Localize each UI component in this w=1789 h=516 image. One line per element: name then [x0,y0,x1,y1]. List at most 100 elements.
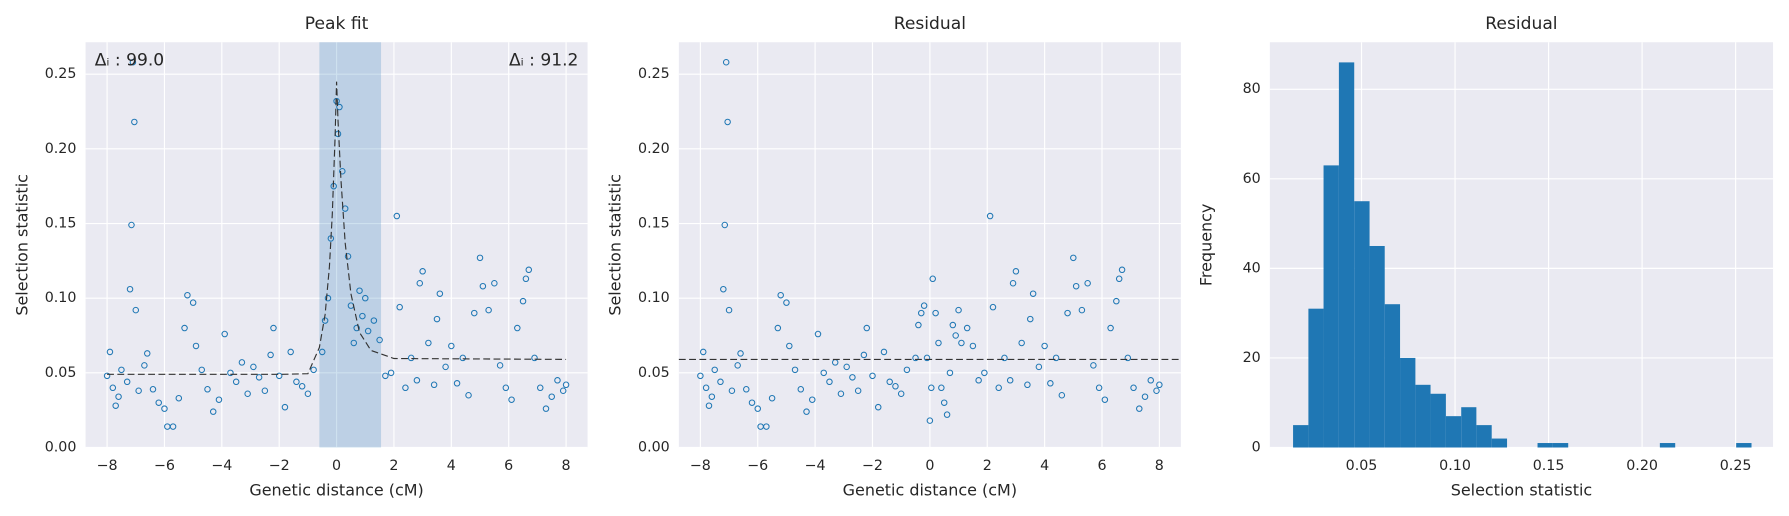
y-tick-label: 0.00 [638,440,670,456]
x-axis-label: Genetic distance (cM) [249,480,423,499]
point [791,366,799,374]
point [774,324,782,332]
annotation: Δᵢ : 91.2 [509,51,578,71]
point [376,336,383,344]
point [915,321,922,329]
x-tick-label: 6 [504,458,513,474]
point [803,408,810,415]
y-axis-label: Selection statistic [606,174,625,316]
point [1035,363,1043,371]
point [1072,282,1080,290]
point [485,306,492,314]
fit-curve [107,81,567,375]
point [537,384,544,392]
point [1001,354,1008,362]
point [448,342,455,350]
chart-title: Residual [1485,14,1557,34]
x-tick-label: 0.05 [1346,458,1378,474]
point [387,369,395,377]
bar [1354,201,1370,448]
point [1012,268,1020,275]
point [209,408,217,415]
x-tick-label: 2 [983,458,992,474]
bar [1461,407,1477,448]
point [748,399,756,406]
point [169,423,177,430]
point [416,279,424,287]
point [350,339,358,347]
point [940,399,948,406]
x-tick-label: −2 [862,458,883,474]
point [849,374,856,381]
point [184,291,191,299]
point [1118,266,1126,274]
y-tick-label: 80 [1243,81,1261,97]
point [298,383,306,390]
point [198,366,206,374]
point [946,369,954,377]
bar [1369,245,1385,448]
x-tick-label: 0 [332,458,341,474]
point [1006,377,1014,384]
point [705,402,713,409]
point [370,317,378,324]
point [129,58,137,66]
point [465,391,472,399]
point [929,275,936,283]
point [554,377,561,384]
point [981,369,988,377]
point [886,378,893,386]
point [969,342,977,350]
point [920,302,928,309]
point [854,387,862,395]
point [149,386,157,393]
x-tick-label: −8 [690,458,711,474]
point [1029,290,1037,297]
point [975,377,982,384]
y-axis-label: Selection statistic [12,174,31,316]
point [109,384,117,392]
point [725,306,733,314]
point [275,372,283,380]
point [797,386,805,393]
point [106,348,114,356]
point [734,362,741,369]
point [763,423,770,430]
bar [1736,443,1752,448]
point [699,348,707,356]
x-axis-label: Selection statistic [1451,480,1592,499]
bar [1552,443,1569,448]
point [880,348,888,356]
peak-interval [319,42,382,448]
point [1027,315,1034,323]
point [126,285,134,293]
chart-title: Peak fit [305,14,369,34]
point [1156,381,1163,389]
bar [1323,165,1339,448]
bar [1400,357,1416,448]
point [542,405,550,412]
point [525,266,533,274]
bar [1476,425,1492,448]
point [393,212,401,220]
point [442,363,449,371]
point [359,312,366,320]
point [362,294,369,302]
bar [1415,384,1431,448]
point [932,309,939,317]
y-axis-label: Frequency [1197,204,1216,287]
bar [1308,308,1324,448]
point [1113,297,1120,305]
point [476,254,484,262]
point [123,378,131,386]
point [135,387,142,395]
point [356,287,363,294]
point [1107,324,1114,332]
point [897,390,905,398]
point [1095,384,1103,392]
point [522,275,530,283]
point [724,118,731,126]
point [949,321,957,329]
point [958,339,965,347]
